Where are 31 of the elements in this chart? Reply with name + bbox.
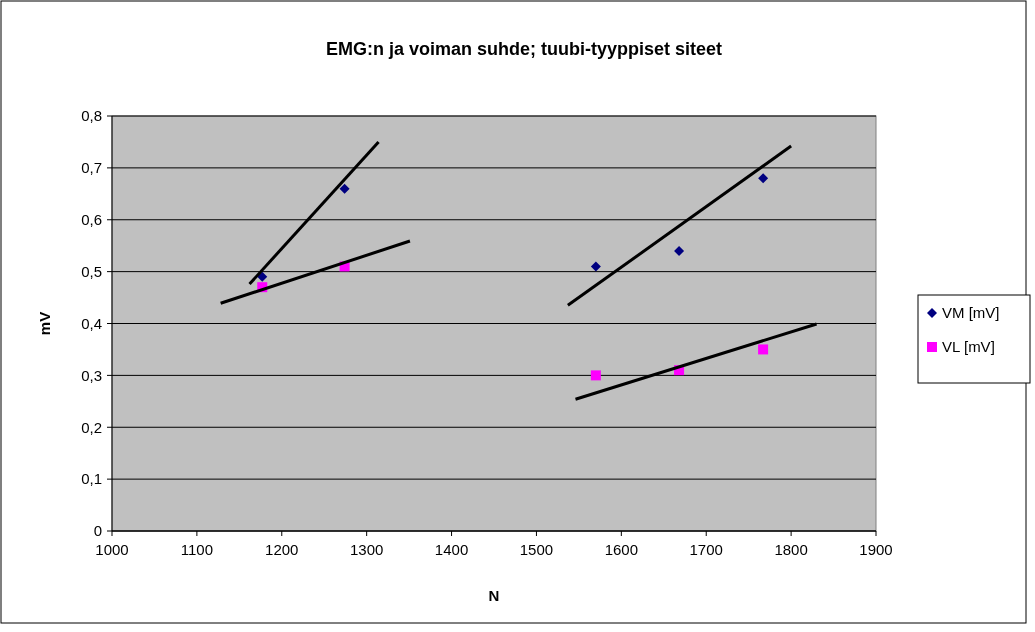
y-tick-label: 0 (93, 522, 102, 540)
x-tick-label: 1100 (180, 541, 214, 558)
point (339, 183, 350, 194)
x-tick-label: 1700 (689, 541, 723, 558)
chart-title: EMG:n ja voiman suhde; tuubi-tyyppiset siteet (325, 39, 723, 59)
y-tick-label: 0,5 (81, 262, 102, 280)
y-tick-label: 0,8 (81, 107, 102, 125)
point (590, 261, 601, 272)
point (758, 173, 769, 184)
x-tick-label: 1000 (95, 541, 129, 558)
legend-label: VM [mV] (942, 304, 1000, 322)
x-tick-label: 1300 (349, 541, 384, 558)
x-tick-label: 1500 (519, 541, 554, 558)
y-tick-label: 0,2 (81, 418, 102, 436)
y-tick-label: 0,7 (81, 159, 102, 177)
x-tick-label: 1200 (265, 541, 299, 558)
y-axis-title: mV (36, 311, 53, 336)
x-tick-label: 1800 (774, 541, 808, 558)
x-axis-title: N (488, 587, 500, 604)
y-tick-label: 0,6 (81, 211, 102, 228)
y-tick-label: 0,1 (81, 470, 102, 488)
point (257, 271, 268, 282)
point (758, 344, 769, 355)
x-tick-label: 1900 (859, 541, 893, 558)
x-tick-label: 1400 (434, 541, 469, 558)
y-tick-label: 0,3 (81, 366, 102, 384)
point (590, 370, 601, 381)
legend-label: VL [mV] (942, 338, 995, 356)
y-tick-label: 0,4 (81, 314, 102, 332)
point (674, 245, 685, 256)
x-tick-label: 1600 (604, 541, 639, 558)
